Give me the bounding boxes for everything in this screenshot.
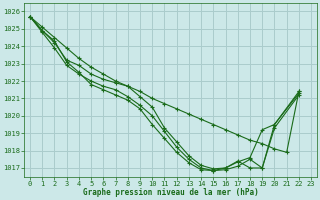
X-axis label: Graphe pression niveau de la mer (hPa): Graphe pression niveau de la mer (hPa) [83,188,259,197]
